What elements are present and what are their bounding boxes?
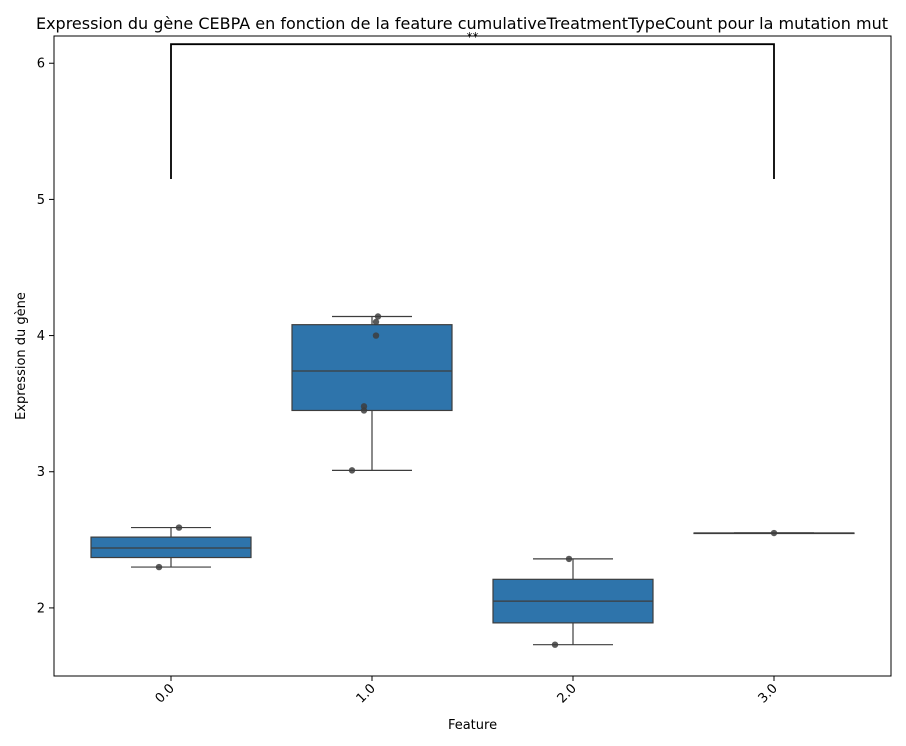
data-point-1 [155, 563, 163, 571]
x-axis-label: Feature [448, 718, 497, 733]
data-point-6 [360, 407, 368, 414]
data-point-7 [348, 467, 356, 474]
significance-bracket [170, 43, 775, 179]
plot-area [53, 35, 892, 677]
data-point-2 [374, 313, 382, 320]
y-tick-label-1: 3 [37, 465, 45, 480]
y-tick-label-0: 2 [37, 601, 45, 616]
point-layer [155, 313, 778, 648]
box-body [291, 324, 453, 412]
box-2 [492, 558, 654, 646]
data-point-9 [551, 641, 559, 648]
x-tick-label-3: 3.0 [756, 681, 781, 706]
box-0 [90, 526, 252, 568]
data-point-10 [770, 529, 778, 537]
chart-title: Expression du gène CEBPA en fonction de … [36, 14, 888, 33]
x-tick-label-0: 0.0 [153, 681, 178, 706]
y-axis-label: Expression du gène [14, 292, 29, 420]
data-point-4 [372, 332, 380, 339]
box-body [90, 536, 252, 559]
y-tick-label-4: 6 [37, 57, 45, 72]
y-tick-label-2: 4 [37, 329, 45, 344]
data-point-0 [175, 524, 183, 531]
x-tick-label-2: 2.0 [555, 681, 580, 706]
data-point-3 [372, 318, 380, 326]
box-layer [90, 315, 855, 646]
x-tick-label-1: 1.0 [354, 681, 379, 706]
data-point-8 [565, 555, 573, 563]
significance-label: ** [467, 30, 479, 44]
significance-annotation: ** [170, 30, 775, 179]
y-tick-label-3: 5 [37, 193, 45, 208]
box-1 [291, 315, 453, 471]
